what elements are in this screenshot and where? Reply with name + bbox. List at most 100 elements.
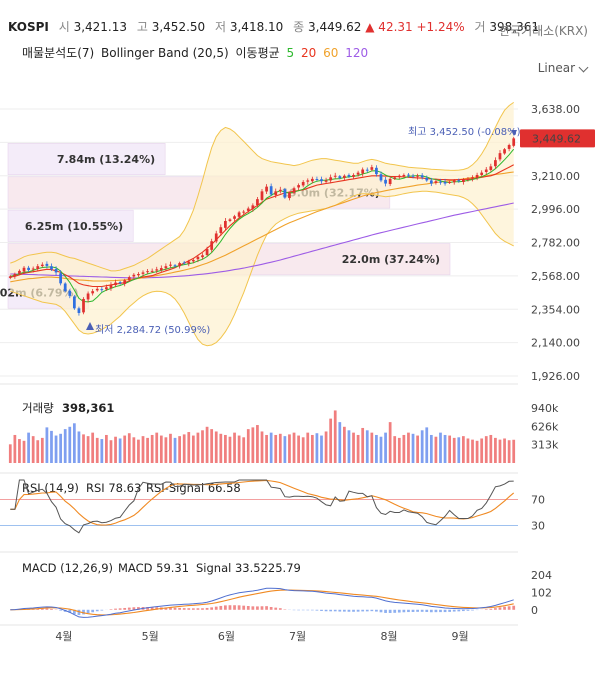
y-tick-label: 1,926.00 <box>531 370 580 383</box>
candle-body <box>141 272 145 274</box>
candle-body <box>40 264 44 267</box>
macd-histogram-bar <box>233 605 236 610</box>
macd-histogram-bar <box>384 609 387 613</box>
candle-body <box>278 189 282 192</box>
candle-body <box>283 189 287 198</box>
macd-histogram-bar <box>72 609 76 615</box>
candle-body <box>18 270 21 274</box>
high-label: 고 <box>136 20 148 34</box>
candle-body <box>196 256 200 260</box>
volume-tick-label: 313k <box>531 439 559 452</box>
volume-bar <box>109 440 113 463</box>
ma-60[interactable]: 60 <box>323 46 339 60</box>
candle-body <box>471 177 474 179</box>
candle-body <box>475 174 479 178</box>
volume-bar <box>333 410 337 463</box>
volume-bar <box>306 432 310 463</box>
macd-histogram-bar <box>132 607 136 610</box>
volume-bar <box>132 437 136 463</box>
candle-body <box>137 274 140 276</box>
candle-body <box>100 289 104 291</box>
scale-select[interactable]: Linear <box>537 61 575 75</box>
macd-histogram-bar <box>448 609 452 612</box>
volume-bar <box>45 427 49 463</box>
macd-histogram-bar <box>118 608 122 610</box>
volume-tick-label: 940k <box>531 402 559 415</box>
volume-bar <box>274 434 278 463</box>
ma-120-line <box>10 202 514 279</box>
volume-title: 거래량 <box>22 401 54 415</box>
volume-bar <box>407 432 410 463</box>
macd-histogram-bar <box>347 609 351 612</box>
macd-histogram-bar <box>164 607 168 610</box>
close-label: 종 <box>293 20 305 34</box>
volume-bar <box>100 439 104 463</box>
volume-bar <box>242 437 246 463</box>
volume-bar <box>310 434 314 463</box>
volume-bar <box>27 432 30 463</box>
macd-histogram-bar <box>50 608 53 610</box>
x-tick-label: 4월 <box>55 630 72 643</box>
macd-tick-label: 0 <box>531 604 538 617</box>
x-tick-label: 5월 <box>142 630 159 643</box>
volume-bar <box>137 439 140 463</box>
volume-bar <box>95 437 99 463</box>
x-tick-label: 8월 <box>380 630 397 643</box>
candle-body <box>292 188 296 193</box>
volume-bar <box>233 432 236 463</box>
candle-body <box>173 265 177 267</box>
macd-histogram-bar <box>393 609 397 613</box>
volume-bar <box>269 432 273 463</box>
open-label: 시 <box>58 20 70 34</box>
candle-body <box>251 205 255 209</box>
macd-histogram-bar <box>196 608 200 610</box>
ma-120[interactable]: 120 <box>345 46 369 60</box>
macd-histogram-bar <box>269 607 273 610</box>
macd-histogram-bar <box>320 609 323 611</box>
candle-body <box>86 293 90 300</box>
volume-bar <box>301 437 305 463</box>
macd-histogram-bar <box>402 609 406 613</box>
bollinger-toggle[interactable]: Bollinger Band (20,5) <box>101 46 229 60</box>
candle-body <box>452 180 456 183</box>
macd-histogram-bar <box>379 609 383 613</box>
volume-bar <box>480 438 484 463</box>
moving-average-label[interactable]: 이동평균 <box>235 46 280 60</box>
volume-bar <box>425 427 429 463</box>
candle-body <box>45 263 49 266</box>
candle-body <box>507 145 511 149</box>
macd-histogram-bar <box>452 609 456 612</box>
volume-bar <box>219 433 223 463</box>
candle-body <box>228 219 232 221</box>
candle-body <box>233 216 236 219</box>
volume-bar <box>63 429 67 463</box>
volume-bar <box>411 433 415 463</box>
candle-body <box>256 199 259 206</box>
macd-histogram-bar <box>59 609 63 611</box>
macd-histogram-bar <box>187 608 191 610</box>
volume-bar <box>320 435 323 463</box>
candle-body <box>274 191 278 196</box>
candle-body <box>393 177 397 179</box>
macd-histogram-bar <box>205 607 209 610</box>
macd-histogram-bar <box>274 607 278 610</box>
candle-body <box>201 255 204 258</box>
ma-5[interactable]: 5 <box>286 46 295 60</box>
volume-bar <box>361 427 365 463</box>
last-price-label: 3,449.62 <box>532 132 581 145</box>
volume-bar <box>237 435 241 463</box>
candle-body <box>114 282 117 286</box>
volume-analysis-toggle[interactable]: 매물분석도(7) <box>22 46 95 60</box>
volume-bar <box>297 435 300 463</box>
volume-bar <box>150 434 154 463</box>
candle-body <box>155 269 159 271</box>
candle-body <box>329 177 333 181</box>
high-value: 3,452.50 <box>151 20 206 34</box>
volume-bar <box>178 436 181 463</box>
candle-body <box>324 180 328 182</box>
close-value: 3,449.62 <box>308 20 362 34</box>
ma-20[interactable]: 20 <box>300 46 317 60</box>
macd-histogram-bar <box>173 607 177 610</box>
